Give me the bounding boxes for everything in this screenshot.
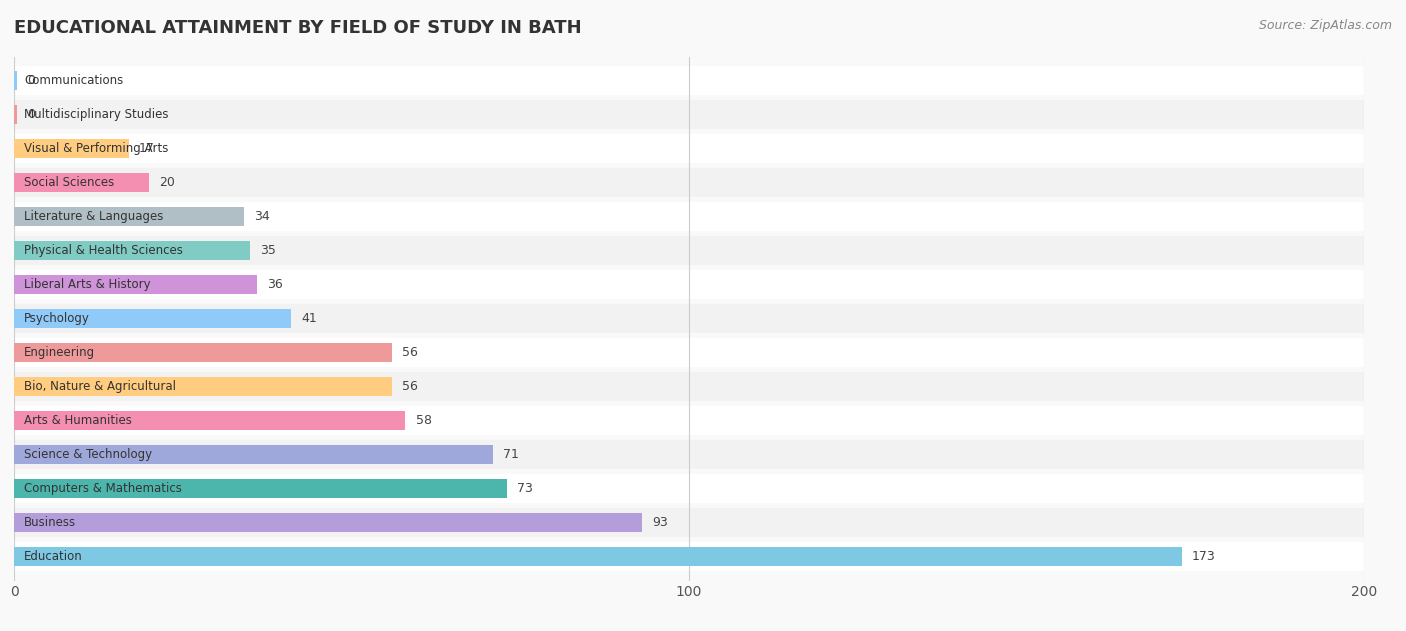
- Text: 17: 17: [139, 142, 155, 155]
- Bar: [14, 105, 17, 124]
- Bar: [14, 134, 1364, 163]
- Text: Multidisciplinary Studies: Multidisciplinary Studies: [24, 108, 169, 121]
- Bar: [14, 304, 1364, 333]
- Text: 56: 56: [402, 380, 418, 393]
- Text: Liberal Arts & History: Liberal Arts & History: [24, 278, 150, 291]
- Bar: [14, 372, 1364, 401]
- Bar: [14, 343, 392, 362]
- Bar: [14, 202, 1364, 231]
- Bar: [14, 270, 1364, 299]
- Text: 41: 41: [301, 312, 316, 325]
- Text: 0: 0: [28, 74, 35, 87]
- Bar: [14, 338, 1364, 367]
- Text: Psychology: Psychology: [24, 312, 90, 325]
- Text: Computers & Mathematics: Computers & Mathematics: [24, 482, 181, 495]
- Bar: [14, 309, 291, 328]
- Text: 56: 56: [402, 346, 418, 359]
- Text: 71: 71: [503, 448, 519, 461]
- Bar: [14, 508, 1364, 537]
- Text: 58: 58: [416, 414, 432, 427]
- Bar: [14, 139, 129, 158]
- Bar: [14, 168, 1364, 197]
- Bar: [14, 174, 149, 192]
- Text: 0: 0: [28, 108, 35, 121]
- Text: Arts & Humanities: Arts & Humanities: [24, 414, 132, 427]
- Bar: [14, 207, 243, 226]
- Text: Communications: Communications: [24, 74, 124, 87]
- Bar: [14, 445, 494, 464]
- Text: Literature & Languages: Literature & Languages: [24, 210, 163, 223]
- Bar: [14, 241, 250, 260]
- Bar: [14, 514, 641, 532]
- Text: 73: 73: [517, 482, 533, 495]
- Text: Education: Education: [24, 550, 83, 563]
- Text: 93: 93: [652, 516, 668, 529]
- Text: 20: 20: [159, 176, 174, 189]
- Bar: [14, 377, 392, 396]
- Text: Social Sciences: Social Sciences: [24, 176, 114, 189]
- Text: EDUCATIONAL ATTAINMENT BY FIELD OF STUDY IN BATH: EDUCATIONAL ATTAINMENT BY FIELD OF STUDY…: [14, 19, 582, 37]
- Bar: [14, 100, 1364, 129]
- Text: 35: 35: [260, 244, 276, 257]
- Text: Visual & Performing Arts: Visual & Performing Arts: [24, 142, 169, 155]
- Bar: [14, 440, 1364, 469]
- Text: Business: Business: [24, 516, 76, 529]
- Text: 34: 34: [253, 210, 270, 223]
- Bar: [14, 236, 1364, 265]
- Text: Physical & Health Sciences: Physical & Health Sciences: [24, 244, 183, 257]
- Bar: [14, 480, 506, 498]
- Text: 173: 173: [1192, 550, 1215, 563]
- Bar: [14, 71, 17, 90]
- Bar: [14, 475, 1364, 503]
- Text: Engineering: Engineering: [24, 346, 96, 359]
- Text: Bio, Nature & Agricultural: Bio, Nature & Agricultural: [24, 380, 176, 393]
- Text: Source: ZipAtlas.com: Source: ZipAtlas.com: [1258, 19, 1392, 32]
- Bar: [14, 406, 1364, 435]
- Bar: [14, 542, 1364, 571]
- Text: 36: 36: [267, 278, 283, 291]
- Bar: [14, 547, 1181, 566]
- Bar: [14, 66, 1364, 95]
- Bar: [14, 411, 405, 430]
- Text: Science & Technology: Science & Technology: [24, 448, 152, 461]
- Bar: [14, 275, 257, 294]
